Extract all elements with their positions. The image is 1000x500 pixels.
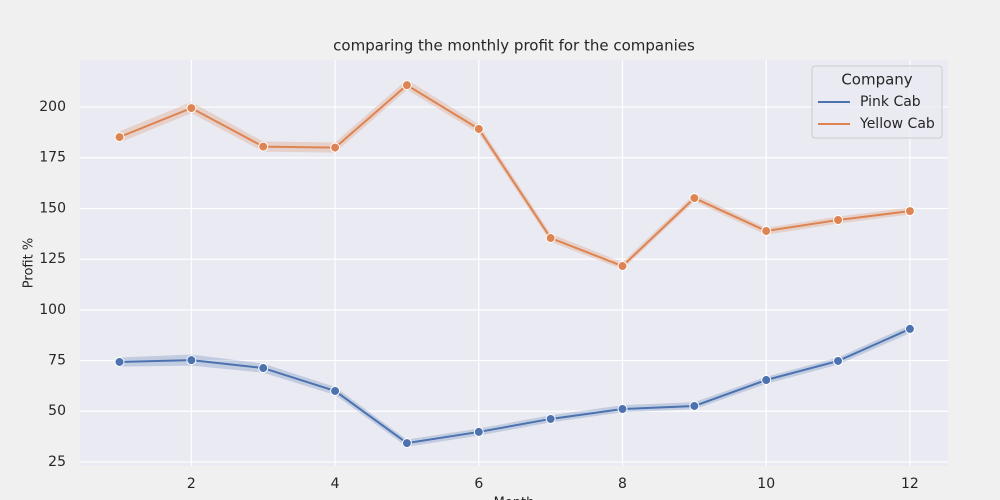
marker — [330, 142, 341, 153]
marker — [258, 363, 269, 374]
marker — [617, 261, 628, 272]
x-tick-label: 12 — [901, 476, 919, 492]
chart-title: comparing the monthly profit for the com… — [333, 37, 695, 55]
x-tick-label: 10 — [757, 476, 775, 492]
y-tick-label: 175 — [39, 150, 66, 166]
marker — [617, 404, 628, 415]
y-tick-label: 75 — [48, 353, 66, 369]
marker — [904, 323, 915, 334]
y-tick-label: 150 — [39, 200, 66, 216]
legend-title: Company — [841, 71, 912, 89]
y-tick-label: 25 — [48, 454, 66, 470]
y-tick-label: 100 — [39, 302, 66, 318]
marker — [473, 426, 484, 437]
marker — [258, 141, 269, 152]
x-tick-label: 6 — [474, 476, 483, 492]
marker — [473, 123, 484, 134]
marker — [401, 438, 412, 449]
line — [119, 327, 911, 445]
y-axis-label: Profit % — [22, 238, 37, 288]
plot-area — [80, 60, 948, 466]
marker — [904, 206, 915, 217]
marker — [761, 375, 772, 386]
legend-box — [811, 65, 943, 139]
x-tick-label: 4 — [331, 476, 340, 492]
marker — [114, 356, 125, 367]
marker — [401, 80, 412, 91]
marker — [689, 400, 700, 411]
marker — [689, 193, 700, 204]
marker — [833, 215, 844, 226]
legend-label: Pink Cab — [860, 94, 921, 110]
y-tick-label: 200 — [39, 99, 66, 115]
x-tick-label: 2 — [187, 476, 196, 492]
y-tick-label: 125 — [39, 251, 66, 267]
legend-label: Yellow Cab — [859, 116, 935, 132]
marker — [330, 385, 341, 396]
x-tick-label: 8 — [618, 476, 627, 492]
y-tick-label: 50 — [48, 403, 66, 419]
marker — [545, 233, 556, 244]
marker — [186, 355, 197, 366]
marker — [186, 103, 197, 114]
marker — [761, 225, 772, 236]
line — [119, 83, 911, 268]
x-axis-label: Month — [494, 496, 535, 500]
marker — [833, 355, 844, 366]
marker — [545, 413, 556, 424]
marker — [114, 132, 125, 143]
